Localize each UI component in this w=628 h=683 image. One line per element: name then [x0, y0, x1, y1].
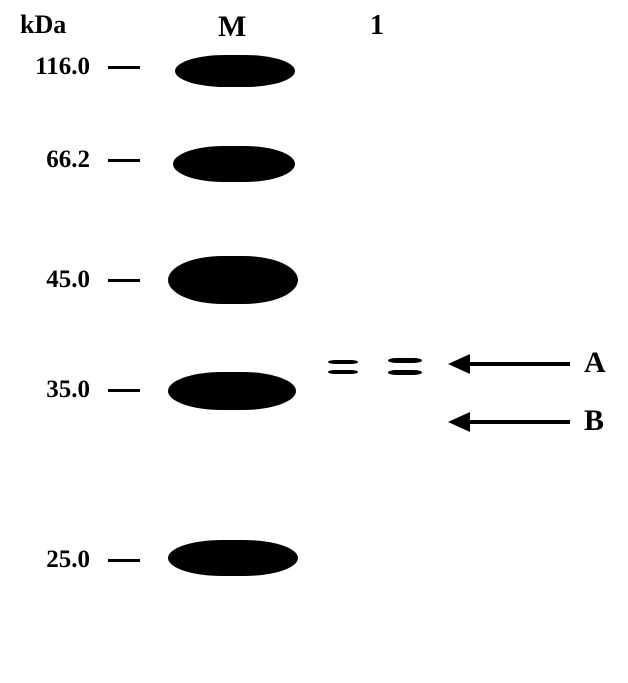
mw-label: 35.0: [23, 376, 90, 404]
mw-label: 25.0: [23, 546, 90, 574]
unit-label: kDa: [20, 10, 66, 40]
mw-label: 116.0: [8, 53, 90, 81]
marker-band: [175, 55, 295, 87]
marker-band: [173, 146, 295, 182]
sample-band: [328, 370, 358, 374]
mw-label: 45.0: [23, 266, 90, 294]
marker-band: [168, 540, 298, 576]
arrow-label-a: A: [584, 346, 606, 380]
arrow-label-b: B: [584, 404, 604, 438]
arrow-head-a: [448, 354, 470, 374]
marker-band: [168, 372, 296, 410]
marker-band: [168, 256, 298, 304]
arrow-line-a: [470, 362, 570, 366]
mw-tick: [108, 66, 140, 69]
sample-band: [388, 358, 422, 363]
mw-tick: [108, 389, 140, 392]
mw-tick: [108, 279, 140, 282]
sample-band: [328, 360, 358, 364]
mw-tick: [108, 159, 140, 162]
mw-label: 66.2: [23, 146, 90, 174]
mw-tick: [108, 559, 140, 562]
arrow-line-b: [470, 420, 570, 424]
sample-band: [388, 370, 422, 375]
arrow-head-b: [448, 412, 470, 432]
gel-figure: kDa M 1 116.0 66.2 45.0 35.0 25.0 A B: [0, 0, 628, 683]
lane-label-marker: M: [218, 10, 246, 44]
lane-label-sample: 1: [370, 10, 384, 42]
